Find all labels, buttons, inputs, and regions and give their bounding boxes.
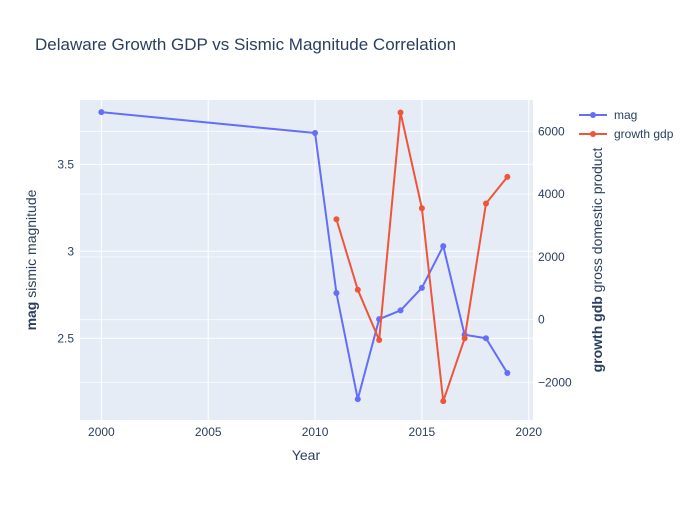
legend-label-growth-gdp: growth gdp bbox=[614, 127, 674, 141]
y2-axis-title-rest: gross domestic product bbox=[589, 147, 605, 296]
legend-marker-growth-gdp bbox=[590, 131, 596, 137]
data-point-mag[interactable] bbox=[440, 243, 447, 250]
data-point-mag[interactable] bbox=[482, 335, 489, 342]
y2-tick-label: −2000 bbox=[538, 375, 572, 389]
y-tick-label: 2.5 bbox=[57, 331, 74, 345]
chart-title: Delaware Growth GDP vs Sismic Magnitude … bbox=[35, 35, 456, 54]
data-point-growth-gdp[interactable] bbox=[504, 173, 511, 180]
data-point-growth-gdp[interactable] bbox=[397, 109, 404, 116]
y-axis-title-rest: sismic magnitude bbox=[23, 189, 39, 301]
y-tick-label: 3 bbox=[67, 244, 74, 258]
y2-tick-label: 0 bbox=[538, 313, 545, 327]
plot-background bbox=[80, 100, 533, 420]
data-point-mag[interactable] bbox=[418, 284, 425, 291]
y2-axis-title: growth gdb gross domestic product bbox=[589, 147, 605, 372]
y-axis-title-bold: mag bbox=[23, 302, 39, 331]
data-point-mag[interactable] bbox=[504, 370, 511, 377]
legend-label-mag: mag bbox=[614, 108, 637, 122]
data-point-growth-gdp[interactable] bbox=[354, 286, 361, 293]
data-point-mag[interactable] bbox=[312, 130, 319, 137]
legend[interactable]: mag growth gdp bbox=[579, 108, 674, 141]
data-point-growth-gdp[interactable] bbox=[440, 398, 447, 405]
x-tick-label: 2010 bbox=[302, 425, 329, 439]
axis-layer: 2000 2005 2010 2015 2020 2.5 3 3.5 −2000 0 2000 400… bbox=[57, 124, 572, 439]
data-point-growth-gdp[interactable] bbox=[418, 205, 425, 212]
x-tick-label: 2020 bbox=[515, 425, 542, 439]
data-point-growth-gdp[interactable] bbox=[482, 200, 489, 207]
y2-tick-label: 6000 bbox=[538, 124, 565, 138]
y2-tick-label: 2000 bbox=[538, 250, 565, 264]
data-point-mag[interactable] bbox=[333, 290, 340, 297]
y2-tick-label: 4000 bbox=[538, 187, 565, 201]
data-point-mag[interactable] bbox=[98, 109, 105, 116]
x-axis-title: Year bbox=[292, 447, 321, 463]
y-tick-label: 3.5 bbox=[57, 157, 74, 171]
x-tick-label: 2000 bbox=[88, 425, 115, 439]
data-point-growth-gdp[interactable] bbox=[461, 335, 468, 342]
x-tick-label: 2005 bbox=[195, 425, 222, 439]
legend-item-growth-gdp[interactable]: growth gdp bbox=[579, 127, 674, 141]
y-axis-title: mag sismic magnitude bbox=[23, 189, 39, 330]
series-layer bbox=[98, 109, 511, 405]
data-point-growth-gdp[interactable] bbox=[376, 337, 383, 343]
data-point-growth-gdp[interactable] bbox=[333, 216, 340, 223]
data-point-mag[interactable] bbox=[354, 396, 361, 403]
y2-axis-title-bold: growth gdb bbox=[589, 296, 605, 372]
data-point-mag[interactable] bbox=[397, 307, 404, 314]
x-tick-label: 2015 bbox=[409, 425, 436, 439]
legend-item-mag[interactable]: mag bbox=[579, 108, 637, 122]
legend-marker-mag bbox=[590, 112, 596, 118]
